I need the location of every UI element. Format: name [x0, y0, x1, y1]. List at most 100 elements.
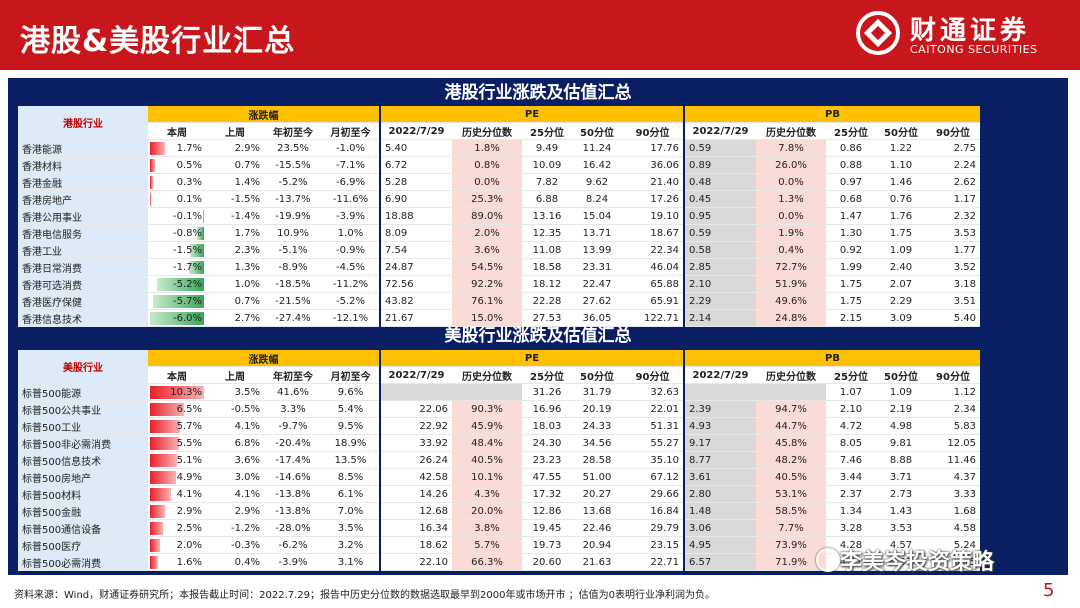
pe-percentile: 0.0% [452, 173, 522, 191]
column-header: 上周 [206, 122, 264, 140]
week-change-value: 10.3% [170, 386, 202, 398]
pb-q25: 1.34 [826, 502, 876, 520]
pe-current: 72.56 [380, 275, 452, 293]
pb-q90: 1.68 [926, 502, 980, 520]
column-header: 25分位 [522, 366, 572, 384]
column-header: 25分位 [826, 122, 876, 140]
last-week-change: 1.0% [206, 275, 264, 293]
pe-q50: 8.24 [572, 190, 622, 208]
week-change-value: 4.9% [176, 471, 202, 483]
week-change-cell: -5.2% [148, 275, 206, 293]
pb-percentile: 1.3% [756, 190, 826, 208]
column-header: 50分位 [572, 366, 622, 384]
table-row: 标普500必需消费 1.6% 0.4% -3.9% 3.1% 22.10 66.3% 20.6… [18, 553, 980, 571]
pb-percentile: 44.7% [756, 417, 826, 435]
week-change-value: -5.7% [172, 295, 202, 307]
last-week-change: 0.7% [206, 156, 264, 174]
pe-percentile: 15.0% [452, 309, 522, 327]
last-week-change: -0.3% [206, 536, 264, 554]
pb-q50: 1.09 [876, 241, 926, 259]
pb-current: 2.14 [684, 309, 756, 327]
group-pe: PE [380, 106, 685, 123]
table-row: 香港医疗保健 -5.7% 0.7% -21.5% -5.2% 43.82 76.1% 22.2… [18, 292, 980, 310]
pe-q25: 12.86 [522, 502, 572, 520]
last-week-change: 2.9% [206, 502, 264, 520]
mtd-change: -12.1% [322, 309, 381, 327]
last-week-change: 4.1% [206, 417, 264, 435]
pb-percentile: 94.7% [756, 400, 826, 418]
pb-current: 6.57 [684, 553, 756, 571]
mtd-change: -7.1% [322, 156, 381, 174]
ytd-change: -19.9% [264, 207, 322, 225]
mtd-change: -0.9% [322, 241, 381, 259]
week-change-value: 6.5% [176, 403, 202, 415]
pb-q25: 1.75 [826, 275, 876, 293]
pe-q50: 15.04 [572, 207, 622, 225]
week-change-value: 0.5% [176, 159, 202, 171]
pb-current: 9.17 [684, 434, 756, 452]
pe-percentile: 25.3% [452, 190, 522, 208]
table-row: 标普500公共事业 6.5% -0.5% 3.3% 5.4% 22.06 90.3% 16.9… [18, 400, 980, 418]
table-row: 标普500能源 10.3% 3.5% 41.6% 9.6% 31.26 31.79 32.63… [18, 383, 980, 401]
pe-current: 18.62 [380, 536, 452, 554]
pe-q50: 36.05 [572, 309, 622, 327]
ytd-change: -14.6% [264, 468, 322, 486]
pe-q50: 21.63 [572, 553, 622, 571]
table-row: 标普500工业 5.7% 4.1% -9.7% 9.5% 22.92 45.9% 18.03 2… [18, 417, 980, 435]
industry-name: 香港房地产 [18, 190, 148, 208]
column-header: 历史分位数 [452, 366, 522, 384]
week-bar-positive [150, 142, 165, 155]
industry-name: 香港金融 [18, 173, 148, 191]
pe-q90: 65.88 [622, 275, 685, 293]
industry-name: 香港公用事业 [18, 207, 148, 225]
pe-current: 33.92 [380, 434, 452, 452]
last-week-change: 3.0% [206, 468, 264, 486]
week-change-cell: 5.7% [148, 417, 206, 435]
pb-percentile: 0.4% [756, 241, 826, 259]
pe-percentile: 66.3% [452, 553, 522, 571]
ytd-change: 41.6% [264, 383, 322, 401]
mtd-change: 1.0% [322, 224, 381, 242]
ytd-change: -6.2% [264, 536, 322, 554]
column-header: 50分位 [876, 122, 926, 140]
week-bar-positive [150, 386, 204, 399]
column-header: 月初至今 [322, 366, 381, 384]
pb-q90: 1.12 [926, 383, 980, 401]
pe-current: 42.58 [380, 468, 452, 486]
week-change-cell: 1.6% [148, 553, 206, 571]
industry-name: 标普500能源 [18, 383, 148, 401]
mtd-change: 13.5% [322, 451, 381, 469]
group-pe: PE [380, 350, 685, 367]
column-header: 历史分位数 [452, 122, 522, 140]
week-change-value: -6.0% [172, 312, 202, 324]
week-change-value: 5.7% [176, 420, 202, 432]
week-change-cell: -0.1% [148, 207, 206, 225]
mtd-change: -5.2% [322, 292, 381, 310]
column-header: 上周 [206, 366, 264, 384]
pb-q50: 1.09 [876, 383, 926, 401]
industry-name: 香港电信服务 [18, 224, 148, 242]
mtd-change: 3.2% [322, 536, 381, 554]
table-row: 香港可选消费 -5.2% 1.0% -18.5% -11.2% 72.56 92.2% 18.… [18, 275, 980, 293]
pb-current: 2.80 [684, 485, 756, 503]
column-header: 50分位 [876, 366, 926, 384]
pe-current: 26.24 [380, 451, 452, 469]
pb-q90: 5.15 [926, 553, 980, 571]
column-header: 本周 [148, 366, 206, 384]
pb-q90: 5.24 [926, 536, 980, 554]
group-pb: PB [684, 350, 980, 367]
pb-q90: 4.37 [926, 468, 980, 486]
hk-section-title: 港股行业涨跌及估值汇总 [444, 83, 632, 103]
week-change-value: -0.8% [172, 227, 202, 239]
pe-q25: 19.45 [522, 519, 572, 537]
week-bar-negative [157, 278, 204, 291]
pe-current: 14.26 [380, 485, 452, 503]
pe-q50: 28.58 [572, 451, 622, 469]
ytd-change: -15.5% [264, 156, 322, 174]
week-change-value: 5.5% [176, 437, 202, 449]
group-header-row: 港股行业 涨跌幅 PE PB [18, 106, 980, 140]
pb-q50: 1.76 [876, 207, 926, 225]
industry-name: 标普500材料 [18, 485, 148, 503]
week-change-cell: -1.7% [148, 258, 206, 276]
logo-mark-icon [856, 11, 900, 55]
